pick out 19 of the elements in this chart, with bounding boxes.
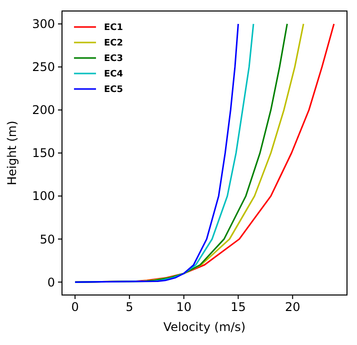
legend-label: EC3 <box>104 54 124 64</box>
legend-label: EC1 <box>104 23 124 34</box>
x-axis-title: Velocity (m/s) <box>163 320 246 334</box>
y-tick-label: 150 <box>32 146 55 160</box>
y-axis-title: Height (m) <box>5 120 19 186</box>
y-tick-label: 0 <box>47 275 55 290</box>
x-tick-label: 15 <box>230 300 246 314</box>
x-tick-label: 5 <box>126 300 134 314</box>
y-tick-label: 100 <box>32 189 55 204</box>
legend-label: EC2 <box>104 38 124 49</box>
x-tick-label: 0 <box>71 300 79 314</box>
y-tick-label: 200 <box>32 103 55 118</box>
legend-label: EC4 <box>104 70 124 80</box>
y-tick-label: 250 <box>32 60 55 74</box>
x-tick-label: 20 <box>284 300 300 314</box>
y-tick-label: 300 <box>32 17 55 32</box>
x-tick-label: 10 <box>176 300 192 314</box>
y-tick-label: 50 <box>40 232 55 246</box>
legend-label: EC5 <box>104 85 124 96</box>
